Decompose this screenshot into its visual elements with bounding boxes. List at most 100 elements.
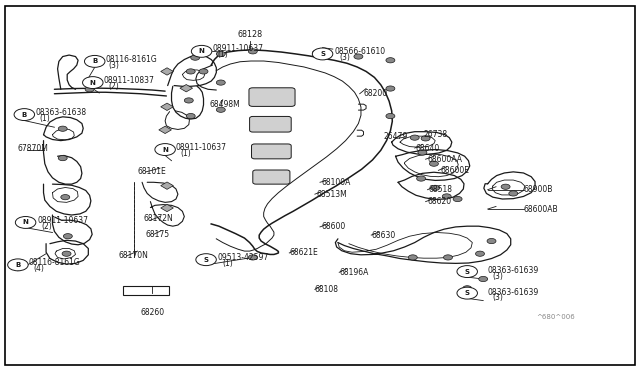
Circle shape xyxy=(386,113,395,119)
Text: 68513M: 68513M xyxy=(316,190,347,199)
Circle shape xyxy=(408,255,417,260)
Text: (1): (1) xyxy=(218,50,228,59)
Text: 68196A: 68196A xyxy=(339,268,369,277)
Circle shape xyxy=(312,48,333,60)
Bar xyxy=(161,103,173,110)
Text: ^680^006: ^680^006 xyxy=(536,314,575,320)
Circle shape xyxy=(216,80,225,85)
Circle shape xyxy=(457,266,477,278)
Circle shape xyxy=(191,45,212,57)
Text: 68600E: 68600E xyxy=(440,166,469,175)
Circle shape xyxy=(90,81,99,86)
FancyBboxPatch shape xyxy=(252,144,291,159)
Text: S: S xyxy=(204,257,209,263)
Circle shape xyxy=(476,251,484,256)
Text: 68260: 68260 xyxy=(140,308,164,317)
Text: 68100A: 68100A xyxy=(321,178,351,187)
Text: B: B xyxy=(92,58,97,64)
Text: 68600AB: 68600AB xyxy=(524,205,558,214)
Circle shape xyxy=(186,69,195,74)
Text: (3): (3) xyxy=(339,53,350,62)
Text: N: N xyxy=(90,80,96,86)
Circle shape xyxy=(184,98,193,103)
Circle shape xyxy=(386,86,395,91)
Text: 68170N: 68170N xyxy=(118,251,148,260)
Circle shape xyxy=(15,217,36,228)
Text: 68600: 68600 xyxy=(321,222,346,231)
Text: 68498M: 68498M xyxy=(210,100,241,109)
Text: 67870M: 67870M xyxy=(18,144,49,153)
Circle shape xyxy=(487,238,496,244)
Text: S: S xyxy=(465,290,470,296)
Circle shape xyxy=(418,150,427,155)
Circle shape xyxy=(155,144,175,155)
Text: (1): (1) xyxy=(180,149,191,158)
Text: 68200: 68200 xyxy=(364,89,388,98)
Text: 08363-61639: 08363-61639 xyxy=(488,266,539,275)
Circle shape xyxy=(63,234,72,239)
Text: (2): (2) xyxy=(42,222,52,231)
Circle shape xyxy=(410,135,419,140)
Circle shape xyxy=(84,55,105,67)
Text: 68101E: 68101E xyxy=(138,167,166,176)
Text: 68172N: 68172N xyxy=(144,214,173,223)
Text: (3): (3) xyxy=(493,272,504,281)
Circle shape xyxy=(453,196,462,202)
Circle shape xyxy=(429,161,438,166)
FancyBboxPatch shape xyxy=(249,88,295,106)
Circle shape xyxy=(417,176,426,181)
Bar xyxy=(161,204,173,212)
Circle shape xyxy=(62,251,71,256)
Circle shape xyxy=(83,77,103,89)
Bar xyxy=(161,182,173,189)
FancyBboxPatch shape xyxy=(253,170,290,184)
Bar xyxy=(159,126,172,134)
Text: S: S xyxy=(465,269,470,275)
Text: (1): (1) xyxy=(40,114,51,123)
Circle shape xyxy=(386,58,395,63)
Text: 08363-61638: 08363-61638 xyxy=(35,108,86,117)
Circle shape xyxy=(442,194,451,199)
Text: 68620: 68620 xyxy=(428,197,452,206)
Text: 08911-10837: 08911-10837 xyxy=(104,76,154,85)
Circle shape xyxy=(216,51,225,57)
Text: (3): (3) xyxy=(109,61,120,70)
Text: 68640: 68640 xyxy=(416,144,440,153)
Bar xyxy=(180,84,193,92)
Circle shape xyxy=(509,191,518,196)
Circle shape xyxy=(186,113,195,119)
Text: 68518: 68518 xyxy=(429,185,453,194)
Text: 09513-42597: 09513-42597 xyxy=(218,253,269,262)
Circle shape xyxy=(199,69,208,74)
Circle shape xyxy=(457,287,477,299)
Text: 08363-61639: 08363-61639 xyxy=(488,288,539,296)
Bar xyxy=(161,68,173,75)
Circle shape xyxy=(14,109,35,121)
Text: 68128: 68128 xyxy=(237,30,262,39)
Circle shape xyxy=(248,255,257,260)
Text: S: S xyxy=(320,51,325,57)
Text: N: N xyxy=(22,219,29,225)
Circle shape xyxy=(85,87,94,92)
Circle shape xyxy=(444,255,452,260)
Text: B: B xyxy=(15,262,20,268)
Text: N: N xyxy=(162,147,168,153)
Circle shape xyxy=(312,50,321,55)
Text: (2): (2) xyxy=(109,82,120,91)
Text: 68175: 68175 xyxy=(146,230,170,239)
Circle shape xyxy=(354,54,363,59)
Text: 08116-8161G: 08116-8161G xyxy=(29,258,81,267)
Text: 08911-10637: 08911-10637 xyxy=(176,143,227,152)
Text: N: N xyxy=(198,48,205,54)
Circle shape xyxy=(421,136,430,141)
Text: B: B xyxy=(22,112,27,118)
Text: 68630: 68630 xyxy=(371,231,396,240)
Text: 08911-10637: 08911-10637 xyxy=(212,44,264,53)
Circle shape xyxy=(463,286,472,291)
Circle shape xyxy=(248,49,257,54)
Circle shape xyxy=(58,155,67,161)
Circle shape xyxy=(501,184,510,189)
Circle shape xyxy=(196,254,216,266)
Circle shape xyxy=(191,55,200,60)
Text: 68600AA: 68600AA xyxy=(428,155,463,164)
